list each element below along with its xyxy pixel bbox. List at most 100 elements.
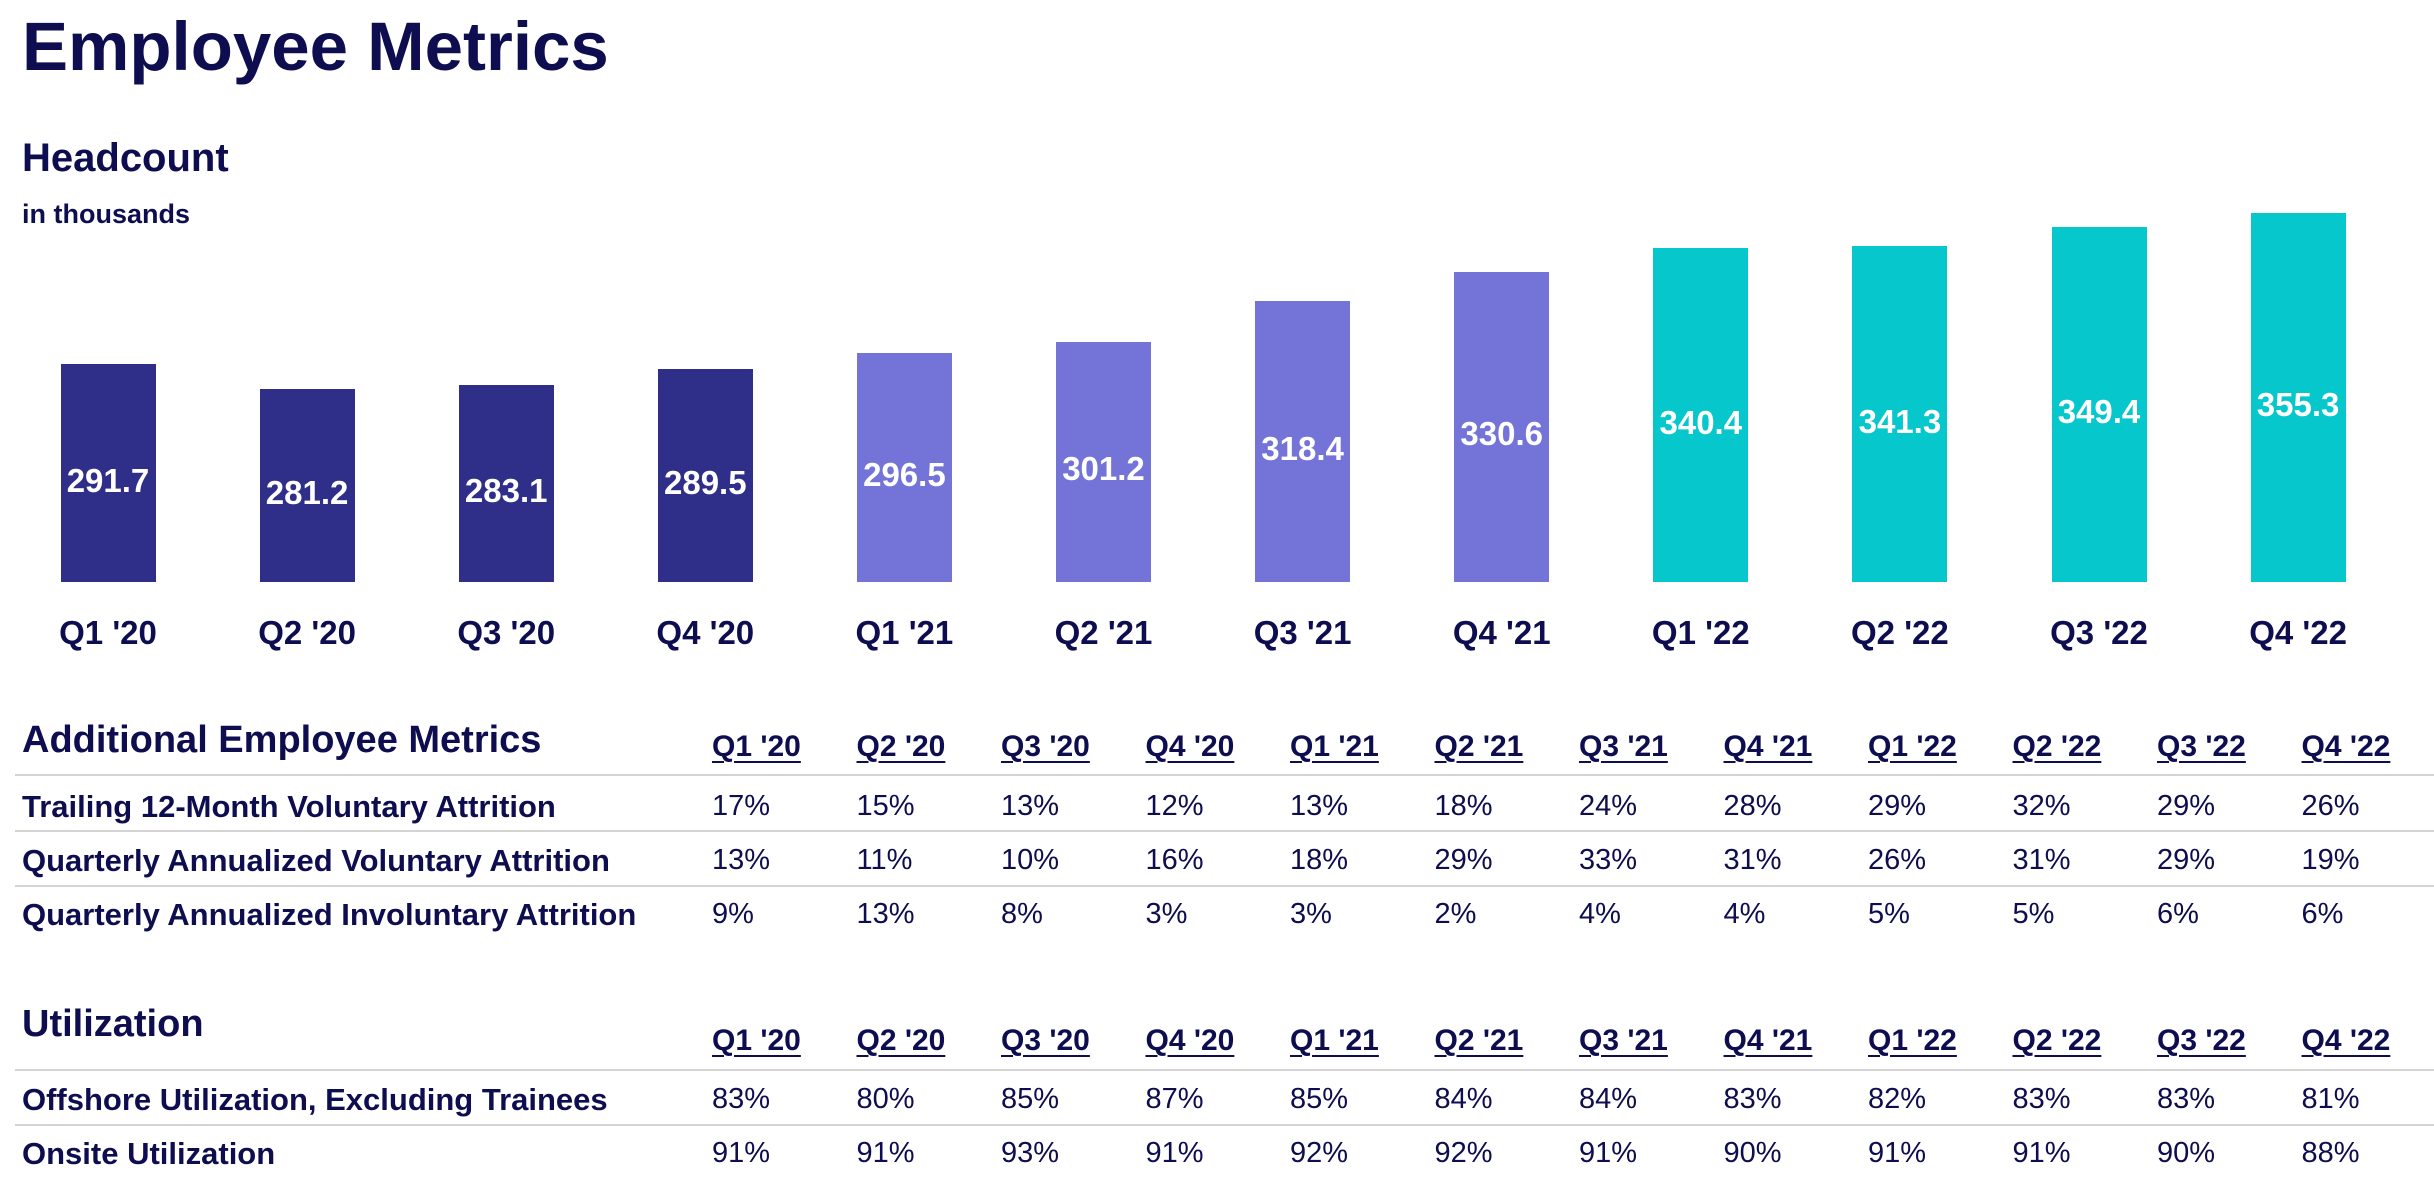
column-header: Q3 '21 <box>1579 1024 1668 1057</box>
table-cell: 4% <box>1579 897 1621 930</box>
table-cell: 13% <box>712 843 771 876</box>
column-header: Q4 '21 <box>1723 1024 1813 1057</box>
row-label: Quarterly Annualized Voluntary Attrition <box>22 842 610 878</box>
table-cell: 32% <box>2012 789 2071 822</box>
table-cell: 18% <box>1434 789 1493 822</box>
table-cell: 26% <box>2301 789 2360 822</box>
table-cell: 29% <box>2157 789 2216 822</box>
column-header: Q3 '20 <box>1001 730 1090 763</box>
column-header: Q4 '20 <box>1145 1024 1235 1057</box>
table-cell: 29% <box>2157 843 2216 876</box>
table-row: Quarterly Annualized Involuntary Attriti… <box>22 887 2434 941</box>
table-cell: 5% <box>1868 897 1910 930</box>
headcount-bar-chart: 291.7 Q1 '20 281.2 Q2 '20 283.1 Q3 '20 289.5 Q4… <box>0 178 2434 660</box>
table-cell: 87% <box>1145 1082 1204 1115</box>
bar-value-label: 281.2 <box>265 474 349 511</box>
table-cell: 11% <box>856 843 913 876</box>
x-tick-label: Q2 '20 <box>258 614 356 651</box>
headcount-bar: 296.5 <box>856 352 952 582</box>
column-header: Q1 '22 <box>1868 1024 1957 1057</box>
table-cell: 8% <box>1001 897 1043 930</box>
table-cell: 83% <box>1723 1082 1782 1115</box>
table-cell: 88% <box>2301 1136 2360 1169</box>
table-row: Quarterly Annualized Voluntary Attrition… <box>22 833 2434 887</box>
table-cell: 10% <box>1001 843 1060 876</box>
table-cell: 29% <box>1868 789 1927 822</box>
table-cell: 13% <box>856 897 915 930</box>
table-cell: 80% <box>856 1082 915 1115</box>
table-row: Offshore Utilization, Excluding Trainees… <box>22 1072 2434 1126</box>
headcount-bar: 283.1 <box>458 384 554 582</box>
table-cell: 2% <box>1434 897 1477 930</box>
row-divider <box>15 830 2434 832</box>
table-row: Trailing 12-Month Voluntary Attrition 17… <box>22 779 2434 833</box>
table-cell: 92% <box>1434 1136 1493 1169</box>
table-cell: 82% <box>1868 1082 1927 1115</box>
bar-value-label: 291.7 <box>66 461 150 499</box>
column-header: Q4 '22 <box>2301 730 2391 763</box>
column-header: Q3 '22 <box>2157 1024 2246 1057</box>
table-cell: 28% <box>1723 789 1782 822</box>
column-header: Q4 '22 <box>2301 1024 2391 1057</box>
column-header: Q1 '21 <box>1290 1024 1379 1057</box>
table-cell: 17% <box>712 789 771 822</box>
x-tick-label: Q3 '20 <box>457 614 556 651</box>
table-cell: 92% <box>1290 1136 1349 1169</box>
row-label: Trailing 12-Month Voluntary Attrition <box>22 788 556 824</box>
bar-value-label: 296.5 <box>863 455 946 493</box>
row-divider <box>15 774 2434 776</box>
table-cell: 90% <box>1723 1136 1782 1169</box>
table-cell: 84% <box>1434 1082 1493 1115</box>
row-divider <box>15 1124 2434 1126</box>
x-tick-label: Q2 '22 <box>1851 614 1949 651</box>
table-cell: 5% <box>2012 897 2055 930</box>
x-tick-label: Q4 '20 <box>656 614 755 651</box>
column-header: Q1 '21 <box>1290 730 1379 763</box>
table-cell: 91% <box>856 1136 915 1169</box>
table-cell: 29% <box>1434 843 1493 876</box>
headcount-bar: 340.4 <box>1653 248 1749 582</box>
table-cell: 91% <box>1868 1136 1927 1169</box>
column-header: Q4 '20 <box>1145 730 1235 763</box>
table-cell: 83% <box>2012 1082 2071 1115</box>
page-title: Employee Metrics <box>22 8 609 85</box>
bar-value-label: 289.5 <box>664 464 747 502</box>
column-header: Q2 '21 <box>1434 1024 1524 1057</box>
x-tick-label: Q1 '20 <box>59 614 157 651</box>
column-header: Q3 '21 <box>1579 730 1668 763</box>
x-tick-label: Q2 '21 <box>1054 614 1153 651</box>
column-header: Q2 '21 <box>1434 730 1524 763</box>
row-label: Offshore Utilization, Excluding Trainees <box>22 1081 608 1117</box>
table-cell: 93% <box>1001 1136 1060 1169</box>
column-header: Q1 '20 <box>712 1024 801 1057</box>
column-header: Q1 '22 <box>1868 730 1957 763</box>
x-tick-label: Q3 '21 <box>1253 614 1352 651</box>
table-cell: 33% <box>1579 843 1638 876</box>
headcount-bar: 349.4 <box>2051 226 2147 582</box>
table-cell: 85% <box>1290 1082 1349 1115</box>
table-cell: 84% <box>1579 1082 1638 1115</box>
headcount-bar: 330.6 <box>1454 271 1550 582</box>
bar-value-label: 355.3 <box>2256 385 2340 423</box>
column-header: Q2 '22 <box>2012 730 2102 763</box>
bar-value-label: 301.2 <box>1062 450 1145 488</box>
table-cell: 85% <box>1001 1082 1060 1115</box>
table-cell: 90% <box>2157 1136 2216 1169</box>
headcount-bar: 301.2 <box>1056 341 1151 582</box>
column-header: Q2 '22 <box>2012 1024 2102 1057</box>
table-cell: 16% <box>1145 843 1204 876</box>
bar-value-label: 349.4 <box>2057 392 2141 430</box>
table-cell: 31% <box>2012 843 2071 876</box>
table-cell: 18% <box>1290 843 1349 876</box>
x-tick-label: Q1 '22 <box>1651 614 1750 651</box>
table-cell: 91% <box>1145 1136 1204 1169</box>
column-header: Q3 '22 <box>2157 730 2246 763</box>
table-cell: 15% <box>856 789 915 822</box>
column-header: Q1 '20 <box>712 730 801 763</box>
headcount-bar: 318.4 <box>1255 300 1351 582</box>
table-cell: 83% <box>2157 1082 2216 1115</box>
table-cell: 26% <box>1868 843 1927 876</box>
chart-unit-label: in thousands <box>22 199 190 229</box>
table-cell: 12% <box>1145 789 1204 822</box>
x-tick-label: Q1 '21 <box>855 614 954 651</box>
